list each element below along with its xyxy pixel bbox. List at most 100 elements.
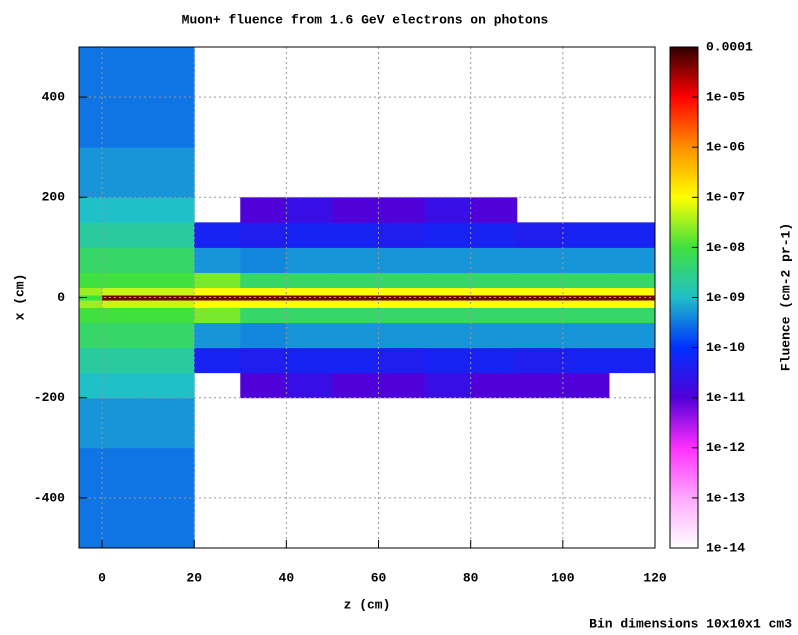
heat-cell	[332, 300, 380, 309]
heat-cell	[79, 197, 103, 223]
heat-cell	[171, 294, 195, 301]
heat-cell	[378, 247, 426, 273]
heat-cell	[562, 347, 610, 374]
heat-cell	[194, 307, 241, 324]
heat-cell	[148, 287, 172, 296]
heat-cell	[378, 272, 426, 288]
heat-cell	[102, 147, 126, 198]
heat-cell	[125, 397, 149, 449]
heat-cell	[470, 347, 518, 374]
heat-cell	[171, 47, 195, 148]
heat-cell	[79, 272, 103, 288]
heat-cell	[125, 197, 149, 223]
heat-cell	[516, 222, 564, 248]
heat-cell	[378, 294, 426, 301]
x-tick-label: 120	[643, 570, 667, 585]
heat-cell	[424, 197, 472, 223]
heat-cell	[470, 197, 518, 223]
heat-cell	[148, 300, 172, 309]
heat-cell	[79, 322, 103, 349]
heat-cell	[148, 197, 172, 223]
heat-cell	[378, 287, 426, 296]
heat-cell	[171, 447, 195, 549]
heat-cell	[562, 307, 610, 324]
heat-cell	[148, 347, 172, 374]
heat-cell	[148, 247, 172, 273]
heat-cell	[516, 372, 564, 399]
heat-cell	[608, 294, 656, 301]
heat-cell	[470, 287, 518, 296]
heat-cell	[194, 300, 241, 309]
heat-cell	[125, 294, 149, 301]
heat-cell	[332, 307, 380, 324]
heat-cell	[608, 247, 656, 273]
heat-cell	[470, 300, 518, 309]
heat-cell	[286, 300, 333, 309]
heat-cell	[240, 307, 287, 324]
y-tick-label: -200	[34, 390, 65, 405]
heat-cell	[125, 247, 149, 273]
heat-cell	[424, 322, 472, 349]
heat-cell	[102, 222, 126, 248]
heat-cell	[79, 300, 103, 309]
heat-cell	[240, 322, 287, 349]
colorbar-tick-label: 1e-11	[706, 390, 745, 405]
x-tick-label: 20	[186, 570, 202, 585]
heat-cell	[332, 287, 380, 296]
heat-cell	[332, 247, 380, 273]
heat-cell	[332, 222, 380, 248]
heat-cell	[171, 197, 195, 223]
heat-cell	[424, 287, 472, 296]
heat-cell	[102, 300, 126, 309]
heat-cell	[424, 300, 472, 309]
heat-cell	[125, 47, 149, 148]
heat-cell	[608, 287, 656, 296]
heat-cell	[516, 272, 564, 288]
heat-cell	[286, 222, 333, 248]
heat-cell	[378, 300, 426, 309]
heat-cell	[240, 347, 287, 374]
heat-cell	[516, 307, 564, 324]
heat-cell	[148, 372, 172, 399]
heat-cell	[148, 222, 172, 248]
heat-cell	[148, 307, 172, 324]
heat-cell	[194, 272, 241, 288]
heat-cell	[102, 347, 126, 374]
heat-cell	[378, 372, 426, 399]
heat-cell	[171, 147, 195, 198]
heat-cell	[125, 147, 149, 198]
heat-cell	[171, 300, 195, 309]
heat-cell	[424, 247, 472, 273]
heat-cell	[125, 272, 149, 288]
heat-cell	[102, 47, 126, 148]
heat-cell	[562, 222, 610, 248]
y-tick-label: -400	[34, 490, 65, 505]
heat-cell	[148, 397, 172, 449]
y-tick-label: 0	[57, 290, 65, 305]
heat-cell	[470, 372, 518, 399]
heat-cell	[194, 287, 241, 296]
heat-cell	[171, 272, 195, 288]
plot-frame	[78, 46, 656, 549]
heat-cell	[171, 347, 195, 374]
heat-cell	[562, 247, 610, 273]
heat-cell	[332, 372, 380, 399]
heat-cell	[240, 287, 287, 296]
heat-cell	[102, 322, 126, 349]
heat-cell	[240, 272, 287, 288]
heat-cell	[79, 247, 103, 273]
heat-cell	[148, 147, 172, 198]
heat-cell	[562, 300, 610, 309]
heat-cell	[562, 322, 610, 349]
heat-cell	[562, 372, 610, 399]
chart-title: Muon+ fluence from 1.6 GeV electrons on …	[182, 12, 549, 27]
heat-cell	[79, 222, 103, 248]
heat-cell	[240, 222, 287, 248]
heat-cell	[286, 347, 333, 374]
heat-cell	[378, 307, 426, 324]
heat-cell	[79, 147, 103, 198]
heat-cell	[562, 272, 610, 288]
heat-cell	[286, 372, 333, 399]
heat-cell	[102, 397, 126, 449]
